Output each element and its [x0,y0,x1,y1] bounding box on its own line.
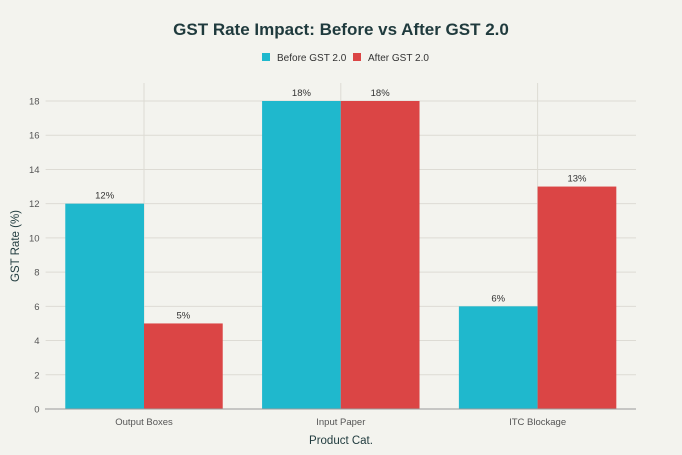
data-label: 6% [491,293,505,304]
x-tick-label: Input Paper [316,417,365,428]
y-tick-label: 16 [29,131,40,142]
bars: 12% 18% 6% 5% 18% 13% [65,88,617,409]
legend: Before GST 2.0 After GST 2.0 [262,53,429,64]
y-tick-label: 14 [29,165,40,176]
legend-label: After GST 2.0 [368,53,429,64]
y-tick-label: 2 [34,370,39,381]
legend-label: Before GST 2.0 [277,53,347,64]
y-axis-title: GST Rate (%) [10,210,22,282]
legend-swatch [262,53,270,61]
data-label: 12% [95,191,115,202]
data-label: 5% [176,310,190,321]
bar-after [144,323,223,409]
bar-before [262,101,341,409]
y-tick-label: 10 [29,233,40,244]
data-label: 18% [371,88,391,99]
legend-swatch [353,53,361,61]
y-axis-ticks: 0 2 4 6 8 10 12 14 16 18 [29,97,40,416]
data-label: 18% [292,88,312,99]
x-axis-ticks: Output Boxes Input Paper ITC Blockage [115,417,566,428]
y-tick-label: 6 [34,302,39,313]
y-tick-label: 8 [34,268,39,279]
bar-after [340,101,420,409]
y-tick-label: 4 [34,336,39,347]
y-tick-label: 12 [29,199,40,210]
x-tick-label: Output Boxes [115,417,173,428]
bar-before [65,203,144,409]
x-tick-label: ITC Blockage [509,417,566,428]
bar-before [458,306,538,409]
y-tick-label: 0 [34,405,39,416]
bar-after [537,186,617,409]
chart-title: GST Rate Impact: Before vs After GST 2.0 [173,20,509,39]
data-label: 13% [567,174,587,185]
x-axis-title: Product Cat. [309,435,373,447]
y-tick-label: 18 [29,97,40,108]
